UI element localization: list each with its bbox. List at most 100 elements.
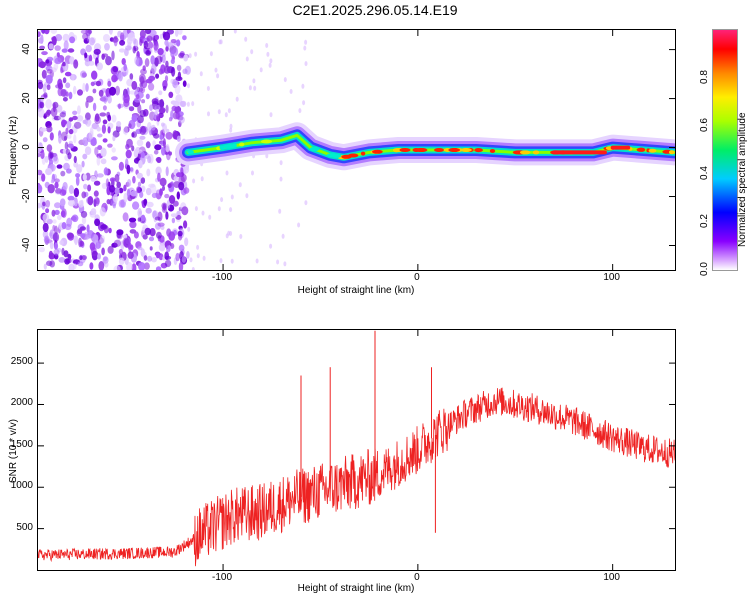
noise-dot — [38, 31, 41, 38]
noise-dot — [171, 105, 177, 112]
noise-dot — [106, 199, 111, 205]
noise-dot — [130, 190, 138, 197]
noise-dot — [96, 156, 101, 166]
noise-dot — [269, 58, 273, 64]
noise-dot — [162, 125, 168, 134]
x-tick-label: -100 — [212, 572, 233, 583]
noise-dot — [62, 77, 67, 84]
noise-dot — [186, 251, 190, 259]
noise-dot — [238, 182, 242, 188]
noise-dot — [139, 76, 145, 84]
hot-spot — [219, 145, 225, 150]
noise-dot — [107, 114, 112, 122]
noise-dot — [100, 95, 109, 103]
noise-dot — [281, 233, 285, 239]
spectrogram-plot[interactable] — [37, 29, 676, 271]
noise-dot — [41, 69, 47, 79]
noise-dot — [116, 229, 124, 236]
noise-dot — [78, 200, 84, 208]
noise-dot — [118, 72, 123, 82]
noise-dot — [147, 155, 152, 164]
noise-dot — [48, 43, 54, 50]
noise-dot — [72, 110, 78, 116]
noise-dot — [121, 58, 126, 65]
hot-spot — [489, 149, 496, 153]
noise-dot — [303, 45, 307, 51]
noise-dot — [132, 45, 137, 54]
noise-dot — [38, 169, 43, 176]
noise-dot — [227, 108, 231, 114]
noise-dot — [162, 31, 171, 41]
noise-dot — [135, 94, 140, 100]
noise-dot — [177, 30, 183, 35]
noise-dot — [148, 75, 156, 81]
noise-dot — [139, 135, 146, 140]
noise-dot — [93, 190, 99, 197]
noise-dot — [161, 205, 167, 213]
noise-dot — [81, 255, 87, 261]
y-tick-label: 40 — [21, 43, 32, 55]
hot-spot — [532, 150, 540, 155]
noise-dot — [42, 201, 46, 207]
noise-dot — [148, 82, 155, 91]
y-tick-label: 500 — [16, 521, 33, 533]
noise-dot — [107, 80, 112, 87]
colorbar-tick-label: 0.2 — [699, 214, 710, 228]
noise-dot — [181, 255, 187, 263]
snr-plot[interactable] — [37, 329, 676, 571]
noise-dot — [79, 255, 83, 261]
noise-dot — [73, 59, 79, 69]
noise-dot — [148, 236, 155, 242]
noise-dot — [105, 178, 109, 188]
noise-dot — [138, 262, 146, 270]
noise-dot — [52, 232, 60, 243]
noise-dot — [268, 62, 272, 68]
noise-dot — [101, 247, 105, 256]
noise-dot — [304, 200, 308, 206]
colorbar-tick-label: 0.0 — [699, 262, 710, 276]
noise-dot — [64, 141, 69, 151]
noise-dot — [46, 84, 51, 91]
noise-dot — [202, 255, 206, 261]
hot-spot — [239, 142, 245, 147]
noise-dot — [129, 73, 134, 81]
noise-dot — [87, 184, 92, 192]
noise-dot — [107, 126, 111, 134]
noise-dot — [88, 131, 94, 140]
noise-dot — [199, 71, 203, 77]
noise-dot — [118, 248, 123, 256]
noise-dot — [109, 185, 115, 193]
hot-spot — [399, 148, 411, 152]
noise-dot — [143, 40, 149, 50]
noise-dot — [143, 198, 148, 206]
noise-dot — [51, 209, 56, 217]
noise-dot — [63, 135, 67, 141]
noise-dot — [146, 35, 153, 42]
noise-dot — [136, 139, 144, 147]
noise-dot — [162, 185, 165, 191]
noise-dot — [176, 172, 182, 178]
noise-dot — [86, 119, 92, 126]
y-tick-label: -20 — [21, 188, 32, 203]
noise-dot — [156, 114, 160, 122]
noise-dot — [200, 176, 204, 182]
noise-dot — [140, 68, 147, 75]
noise-dot — [45, 208, 50, 214]
noise-dot — [245, 193, 249, 199]
noise-dot — [127, 32, 135, 41]
noise-dot — [155, 166, 162, 175]
noise-dot — [120, 32, 125, 42]
noise-dot — [122, 237, 130, 247]
hot-spot — [416, 148, 427, 152]
colorbar-tick-label: 0.8 — [699, 70, 710, 84]
noise-dot — [99, 235, 106, 244]
noise-dot — [68, 128, 74, 135]
noise-dot — [159, 33, 163, 39]
noise-dot — [90, 137, 97, 146]
noise-dot — [111, 74, 118, 83]
noise-dot — [38, 184, 43, 194]
noise-dot — [46, 125, 53, 133]
noise-dot — [38, 61, 46, 69]
noise-dot — [152, 140, 156, 147]
noise-dot — [98, 89, 104, 97]
